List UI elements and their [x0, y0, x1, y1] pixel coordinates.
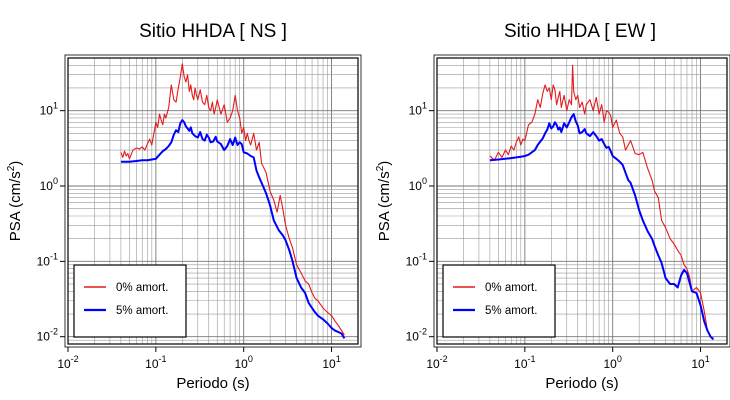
y-tick-label: 10-1 — [406, 251, 427, 268]
series-line-undamped — [489, 64, 714, 339]
chart-title: Sitio HHDA [ EW ] — [504, 21, 656, 42]
x-tick-label: 10-1 — [514, 354, 535, 371]
legend-label: 0% amort. — [485, 282, 537, 294]
series-line-damped — [489, 113, 715, 341]
legend: 0% amort. 5% amort. — [442, 264, 556, 338]
legend: 0% amort. 5% amort. — [73, 264, 187, 338]
y-tick-label: 10-1 — [37, 251, 58, 268]
y-tick-label: 100 — [409, 176, 427, 193]
x-tick-label: 100 — [235, 354, 253, 371]
y-axis-label: PSA (cm/s2) — [375, 161, 393, 242]
legend-box — [442, 264, 556, 338]
legend-label: 0% amort. — [116, 282, 168, 294]
legend-box — [73, 264, 187, 338]
x-tick-label: 101 — [691, 354, 709, 371]
legend-label: 5% amort. — [485, 305, 537, 317]
chart-title: Sitio HHDA [ NS ] — [139, 21, 287, 42]
series-line-undamped — [120, 63, 345, 336]
x-axis-label: Periodo (s) — [545, 375, 618, 392]
y-axis-label: PSA (cm/s2) — [6, 161, 24, 242]
plot-frame — [67, 57, 359, 345]
x-tick-label: 10-1 — [145, 354, 166, 371]
chart-panel-1: Sitio HHDA [ NS ] 10-2 10-1 100 101 10-2 10-1 1… — [6, 21, 362, 392]
plot-frame-outer — [433, 54, 730, 348]
plot-frame — [436, 57, 728, 345]
y-tick-label: 101 — [409, 101, 427, 118]
x-tick-label: 10-2 — [57, 354, 78, 371]
legend-label: 5% amort. — [116, 305, 168, 317]
series-line-damped — [120, 119, 346, 339]
y-tick-label: 10-2 — [406, 327, 427, 344]
x-tick-label: 10-2 — [426, 354, 447, 371]
y-tick-label: 100 — [40, 176, 58, 193]
x-tick-label: 101 — [322, 354, 340, 371]
grid — [67, 57, 359, 345]
plot-frame-outer — [64, 54, 362, 348]
x-axis-label: Periodo (s) — [176, 375, 249, 392]
x-tick-label: 100 — [604, 354, 622, 371]
y-tick-label: 101 — [40, 101, 58, 118]
y-tick-label: 10-2 — [37, 327, 58, 344]
chart-panel-2: Sitio HHDA [ EW ] 10-2 10-1 100 101 10-2 10-1 1… — [375, 21, 730, 392]
